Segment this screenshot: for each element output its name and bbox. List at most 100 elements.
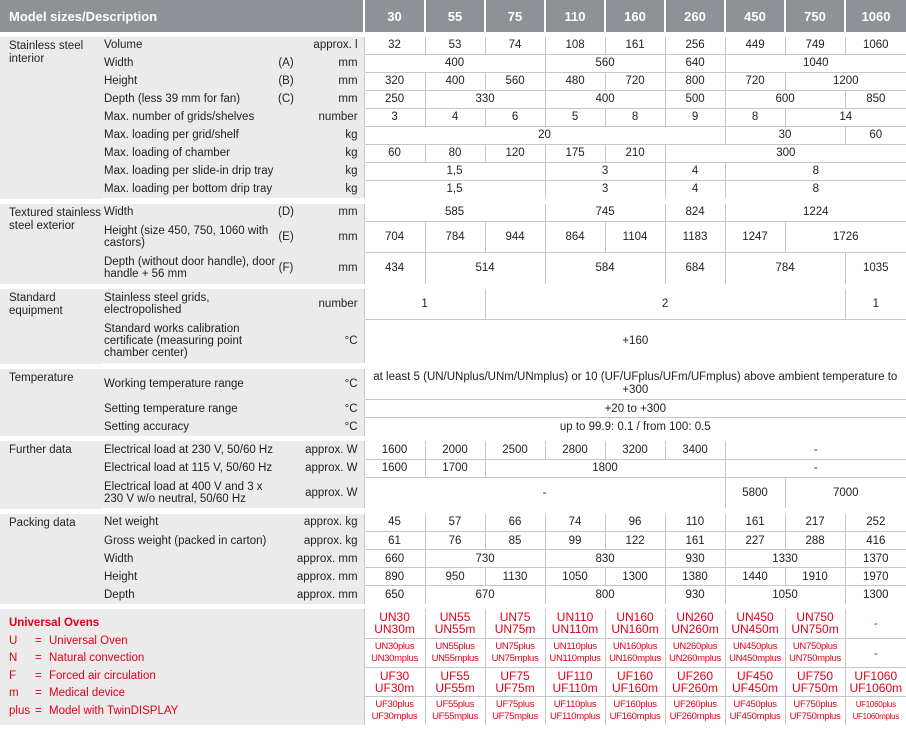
model-cell: UN75plus UN75mplus — [484, 638, 546, 668]
cell: 560 — [544, 54, 666, 73]
cell: 53 — [424, 37, 486, 55]
cell: 1050 — [544, 567, 606, 586]
cell: 1050 — [724, 585, 846, 604]
row-label: Standard works calibration certificate (… — [102, 319, 276, 363]
row-unit: mm — [296, 221, 365, 253]
cell: 9 — [664, 108, 726, 127]
row-label: Setting temperature range — [102, 399, 276, 418]
cell: 416 — [844, 531, 906, 550]
cell: 514 — [424, 252, 546, 284]
model-cell: UN450 UN450m — [724, 609, 786, 639]
group-label: Temperature — [0, 368, 102, 436]
row-unit: approx. W — [296, 459, 365, 478]
model-cell: UN110 UN110m — [544, 609, 606, 639]
cell: 1330 — [724, 549, 846, 568]
cell: 8 — [724, 108, 786, 127]
row-label: Height — [102, 567, 276, 586]
group-label: Packing data — [0, 513, 102, 604]
cell: +20 to +300 — [363, 399, 906, 418]
row-label: Max. number of grids/shelves — [102, 108, 276, 127]
cell: 61 — [363, 531, 426, 550]
cell: 745 — [544, 203, 666, 222]
cell: 434 — [363, 252, 426, 284]
cell: 60 — [844, 126, 906, 145]
cell: 120 — [484, 144, 546, 163]
cell: 704 — [363, 221, 426, 253]
cell: 480 — [544, 72, 606, 91]
model-cell: UF75plus UF75mplus — [484, 696, 546, 725]
cell: 2800 — [544, 441, 606, 460]
cell: 930 — [664, 585, 726, 604]
cell: 161 — [724, 513, 786, 532]
model-cell: UF55plus UF55mplus — [424, 696, 486, 725]
cell: 864 — [544, 221, 606, 253]
cell: 3400 — [664, 441, 726, 460]
cell: 1970 — [844, 567, 906, 586]
cell: 720 — [724, 72, 786, 91]
cell: 670 — [424, 585, 546, 604]
legend-item: plus = Model with TwinDISPLAY — [9, 704, 179, 717]
size-header: 1060 — [845, 0, 906, 32]
model-cell: UF55 UF55m — [424, 667, 486, 697]
cell: 1,5 — [363, 162, 546, 181]
cell: 4 — [664, 180, 726, 198]
cell: 161 — [604, 37, 666, 55]
cell: 7000 — [784, 477, 906, 508]
group-label: Further data — [0, 441, 102, 509]
group-label: Stainless steel interior — [0, 37, 102, 199]
row-label: Max. loading per bottom drip tray — [102, 180, 276, 198]
model-cell: UN160 UN160m — [604, 609, 666, 639]
cell: - — [724, 441, 906, 460]
temperature-group: Temperature Working temperature range °C… — [0, 368, 906, 436]
cell: 227 — [724, 531, 786, 550]
packing-data-group: Packing data Net weight approx. kg 45 57… — [0, 513, 906, 604]
model-cell: UF450plus UF450mplus — [724, 696, 786, 725]
model-cell: UF30 UF30m — [363, 667, 426, 697]
model-cell: UN75 UN75m — [484, 609, 546, 639]
cell: 1247 — [724, 221, 786, 253]
cell: 161 — [664, 531, 726, 550]
cell: 890 — [363, 567, 426, 586]
row-label: Width — [102, 203, 276, 222]
size-header: 160 — [605, 0, 667, 32]
row-unit: approx. mm — [296, 567, 365, 586]
cell: - — [363, 477, 726, 508]
row-unit: approx. l — [296, 37, 365, 55]
row-label: Max. loading per slide-in drip tray — [102, 162, 276, 181]
row-label: Depth (without door handle), door handle… — [102, 252, 276, 284]
cell: 210 — [604, 144, 666, 163]
cell: 2000 — [424, 441, 486, 460]
cell: 256 — [664, 37, 726, 55]
cell: 8 — [724, 180, 906, 198]
row-label: Electrical load at 400 V and 3 x 230 V w… — [102, 477, 276, 508]
cell: 66 — [484, 513, 546, 532]
cell: 584 — [544, 252, 666, 284]
row-mark: (A) — [276, 54, 296, 73]
row-label: Electrical load at 230 V, 50/60 Hz — [102, 441, 276, 460]
row-unit: mm — [296, 90, 365, 109]
row-mark: (F) — [276, 252, 296, 284]
model-cell: UF110plus UF110mplus — [544, 696, 606, 725]
cell: 1300 — [844, 585, 906, 604]
size-header: 55 — [425, 0, 487, 32]
cell: 1 — [363, 289, 486, 320]
cell: 250 — [363, 90, 426, 109]
cell: 1910 — [784, 567, 846, 586]
size-header: 450 — [725, 0, 787, 32]
cell: 950 — [424, 567, 486, 586]
cell: 96 — [604, 513, 666, 532]
model-cell: UF30plus UF30mplus — [363, 696, 426, 725]
cell: 330 — [424, 90, 546, 109]
model-cell: UN55 UN55m — [424, 609, 486, 639]
model-cell: UN260plus UN260mplus — [664, 638, 726, 668]
model-cell: UN30 UN30m — [363, 609, 426, 639]
model-cell: UN160plus UN160mplus — [604, 638, 666, 668]
row-label: Max. loading of chamber — [102, 144, 276, 163]
cell: 2500 — [484, 441, 546, 460]
cell: 1 — [844, 289, 906, 320]
row-label: Working temperature range — [102, 368, 276, 400]
cell: 57 — [424, 513, 486, 532]
row-unit: mm — [296, 72, 365, 91]
row-label: Volume — [102, 37, 276, 55]
